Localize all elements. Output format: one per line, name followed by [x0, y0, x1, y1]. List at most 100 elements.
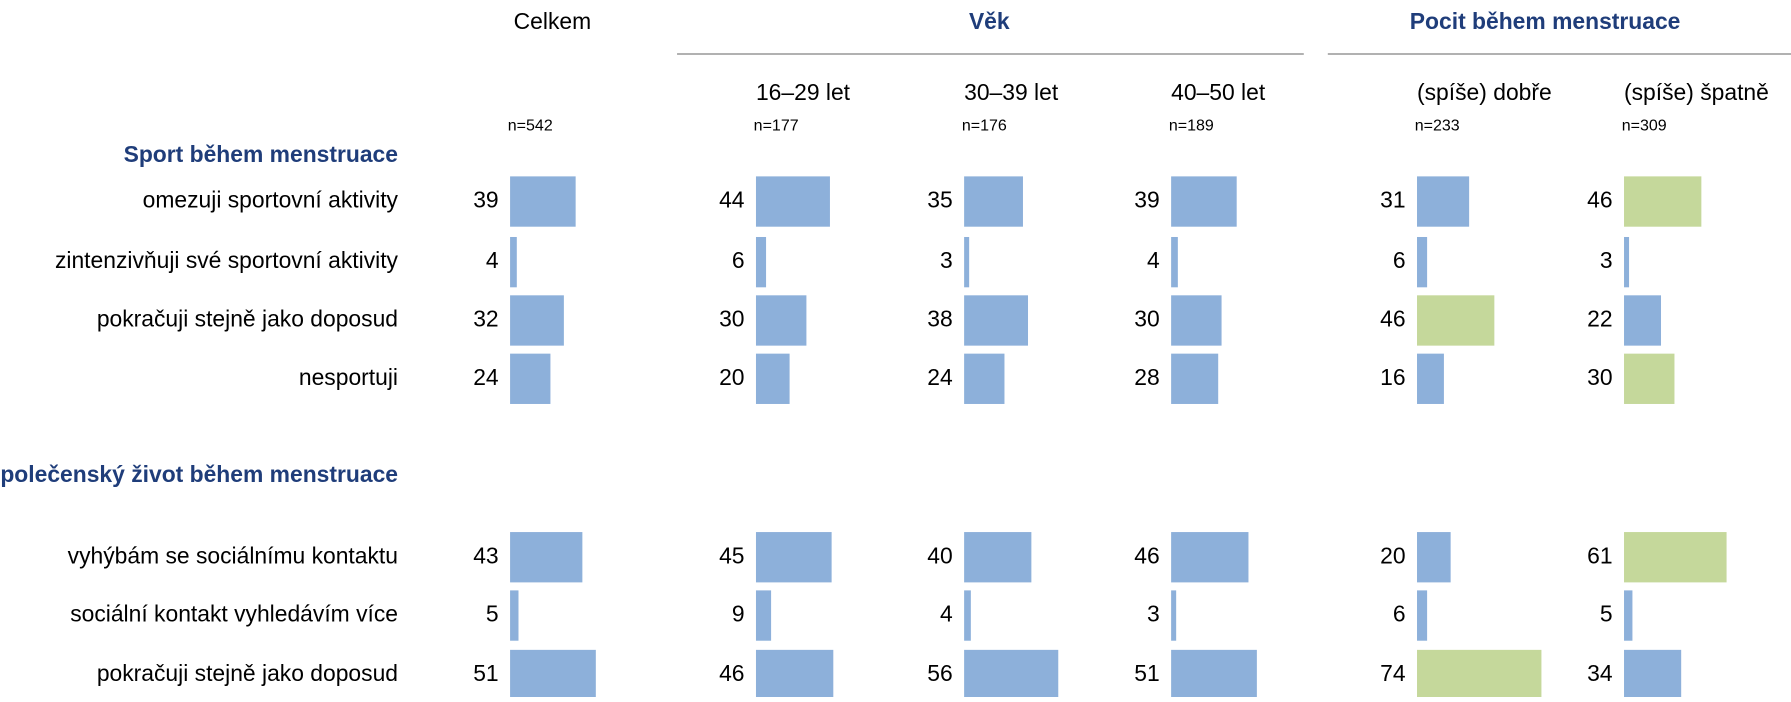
value-label: 46 [1134, 542, 1159, 568]
value-label: 39 [473, 187, 498, 213]
value-label: 30 [1134, 306, 1159, 332]
value-label: 3 [940, 247, 953, 273]
bar [964, 353, 1005, 404]
value-label: 5 [1600, 601, 1613, 627]
bar [755, 532, 832, 583]
bar [1417, 353, 1444, 404]
bar [755, 590, 772, 641]
bar [1171, 532, 1249, 583]
bar [755, 295, 807, 346]
column-n: n=176 [962, 117, 1007, 134]
column-label: 40–50 let [1171, 79, 1266, 105]
bar [510, 353, 551, 404]
value-label: 56 [927, 660, 952, 686]
column-label: (spíše) špatně [1624, 79, 1769, 105]
bar [1624, 649, 1682, 701]
bar [755, 353, 790, 404]
value-label: 46 [1587, 187, 1612, 213]
row-label: vyhýbám se sociálnímu kontaktu [68, 542, 398, 568]
bar [1624, 295, 1662, 346]
bar [510, 176, 576, 227]
bar [1171, 649, 1257, 701]
bar [1417, 590, 1428, 641]
value-label: 38 [927, 306, 952, 332]
value-label: 20 [1380, 542, 1405, 568]
section-title: Společenský život během menstruace [0, 461, 398, 487]
group-header: Věk [969, 8, 1010, 34]
bar [755, 649, 834, 701]
section-title: Sport během menstruace [124, 141, 398, 167]
column-label: (spíše) dobře [1417, 79, 1552, 105]
bar [1171, 590, 1177, 641]
value-label: 4 [1147, 247, 1160, 273]
value-label: 28 [1134, 364, 1159, 390]
bar [1417, 176, 1470, 227]
value-label: 30 [719, 306, 744, 332]
bar [1171, 176, 1237, 227]
column-label: 16–29 let [756, 79, 851, 105]
value-label: 3 [1147, 601, 1160, 627]
value-label: 16 [1380, 364, 1405, 390]
column-label: 30–39 let [964, 79, 1059, 105]
value-label: 40 [927, 542, 952, 568]
row-label: zintenzivňuji své sportovní aktivity [55, 247, 399, 273]
column-n: n=189 [1169, 117, 1214, 134]
row-label: pokračuji stejně jako doposud [97, 306, 398, 332]
value-label: 24 [927, 364, 953, 390]
bar [964, 176, 1023, 227]
value-label: 5 [486, 601, 499, 627]
value-label: 6 [1393, 601, 1406, 627]
bar [1624, 236, 1630, 288]
column-n: n=542 [508, 117, 553, 134]
bar [1417, 649, 1542, 701]
bar [1171, 236, 1178, 288]
value-label: 51 [473, 660, 498, 686]
bar [1624, 176, 1702, 227]
bar [1624, 532, 1727, 583]
column-n: n=233 [1415, 117, 1460, 134]
value-label: 31 [1380, 187, 1405, 213]
column-n: n=177 [754, 117, 799, 134]
group-header: Pocit během menstruace [1410, 8, 1681, 34]
value-label: 74 [1380, 660, 1406, 686]
column-n: n=309 [1622, 117, 1667, 134]
bar [510, 649, 596, 701]
bar [964, 649, 1059, 701]
row-label: nesportuji [299, 364, 398, 390]
value-label: 3 [1600, 247, 1613, 273]
value-label: 32 [473, 306, 498, 332]
value-label: 9 [732, 601, 745, 627]
value-label: 43 [473, 542, 498, 568]
row-label: omezuji sportovní aktivity [143, 187, 399, 213]
bar [510, 295, 564, 346]
value-label: 46 [719, 660, 744, 686]
bar [1417, 295, 1495, 346]
bar [964, 590, 971, 641]
bar [1417, 532, 1451, 583]
bar [1624, 590, 1633, 641]
bar [1171, 295, 1222, 346]
bar [964, 295, 1029, 346]
value-label: 44 [719, 187, 745, 213]
bar [755, 176, 830, 227]
value-label: 39 [1134, 187, 1159, 213]
bar [964, 532, 1032, 583]
bar [755, 236, 767, 288]
bar [510, 236, 517, 288]
bar [964, 236, 970, 288]
row-label: pokračuji stejně jako doposud [97, 660, 398, 686]
value-label: 4 [486, 247, 499, 273]
value-label: 61 [1587, 542, 1612, 568]
value-label: 6 [1393, 247, 1406, 273]
value-label: 6 [732, 247, 745, 273]
value-label: 51 [1134, 660, 1159, 686]
bar [510, 532, 583, 583]
value-label: 35 [927, 187, 952, 213]
total-header: Celkem [514, 8, 592, 34]
value-label: 34 [1587, 660, 1613, 686]
value-label: 46 [1380, 306, 1405, 332]
value-label: 45 [719, 542, 744, 568]
row-label: sociální kontakt vyhledávím více [70, 601, 398, 627]
value-label: 22 [1587, 306, 1612, 332]
